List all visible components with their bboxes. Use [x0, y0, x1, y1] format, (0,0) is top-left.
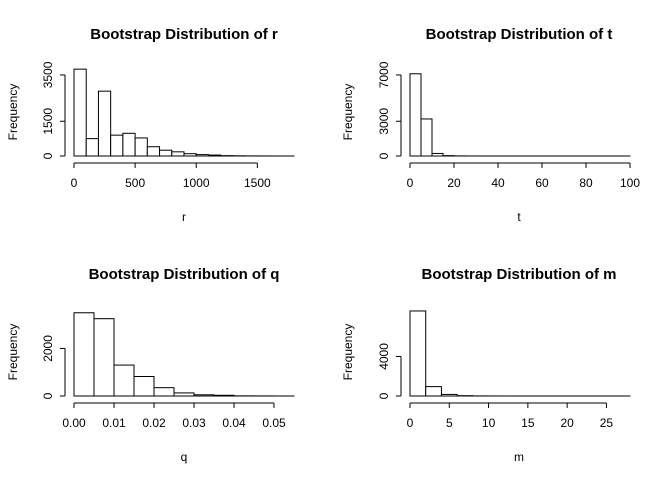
histogram-bar — [173, 392, 195, 397]
x-tick-label: 0.01 — [102, 416, 126, 430]
x-tick-label: 10 — [482, 416, 496, 430]
histogram-bar — [171, 151, 185, 157]
histogram-bar — [73, 68, 87, 157]
histogram-bar — [153, 387, 175, 397]
y-tick-label: 1500 — [41, 108, 55, 135]
x-tick-label: 0.00 — [62, 416, 86, 430]
x-tick-label: 0.02 — [142, 416, 166, 430]
x-tick-label: 20 — [447, 176, 461, 190]
y-tick-label: 0 — [41, 392, 55, 399]
histogram-bar — [420, 118, 433, 157]
bar-group — [409, 310, 631, 397]
x-tick-label: 80 — [579, 176, 593, 190]
x-axis-label: r — [182, 210, 186, 224]
x-tick-label: 60 — [535, 176, 549, 190]
chart-title: Bootstrap Distribution of m — [422, 266, 617, 283]
histogram-bar — [425, 386, 442, 397]
histogram-bar — [431, 152, 444, 157]
histogram-panel-m: Bootstrap Distribution of m m Frequency … — [341, 266, 631, 464]
x-tick-label: 20 — [560, 416, 574, 430]
x-tick-label: 0.03 — [182, 416, 206, 430]
histogram-bar — [73, 312, 95, 397]
x-axis: 0.00 0.01 0.02 0.03 0.04 0.05 — [62, 402, 286, 430]
histogram-bar — [195, 154, 209, 157]
x-tick-label: 0.04 — [222, 416, 246, 430]
x-tick-label: 1000 — [183, 176, 210, 190]
y-tick-label: 0 — [377, 392, 391, 399]
histogram-bar — [93, 318, 115, 397]
histogram-bar — [213, 394, 235, 397]
y-axis-label: Frequency — [341, 84, 355, 141]
x-tick-label: 0 — [71, 176, 78, 190]
y-axis: 0 4000 — [377, 343, 402, 399]
x-axis-label: t — [517, 210, 521, 224]
histogram-bar — [146, 146, 161, 157]
y-axis: 0 2000 — [41, 335, 66, 399]
y-tick-label: 0 — [377, 152, 391, 159]
x-axis-label: m — [514, 450, 524, 464]
x-tick-label: 15 — [521, 416, 535, 430]
histogram-bar — [110, 134, 124, 157]
histogram-bar — [409, 73, 422, 157]
y-axis-label: Frequency — [6, 324, 20, 381]
x-tick-label: 0 — [407, 176, 414, 190]
histogram-bar — [122, 132, 136, 157]
x-axis: 0 20 40 60 80 100 — [407, 162, 640, 190]
histogram-bar — [409, 310, 427, 397]
bar-group — [73, 68, 295, 157]
histogram-bar — [134, 137, 148, 157]
histogram-bar — [207, 154, 222, 157]
chart-title: Bootstrap Distribution of r — [90, 26, 278, 43]
y-tick-label: 3500 — [41, 61, 55, 88]
histogram-bar — [133, 376, 155, 397]
histogram-bar — [85, 138, 99, 157]
x-tick-label: 0.05 — [262, 416, 286, 430]
histogram-panel-t: Bootstrap Distribution of t t Frequency … — [341, 26, 640, 224]
histogram-bar — [113, 364, 135, 397]
y-axis: 0 3000 7000 — [377, 61, 402, 159]
histogram-panel-r: Bootstrap Distribution of r r Frequency … — [6, 26, 295, 224]
x-tick-label: 1500 — [244, 176, 271, 190]
bar-group — [409, 73, 631, 157]
x-axis-label: q — [181, 450, 188, 464]
y-tick-label: 4000 — [377, 343, 391, 370]
x-axis: 0 500 1000 1500 — [71, 162, 271, 190]
histogram-panel-q: Bootstrap Distribution of q q Frequency … — [6, 266, 295, 464]
x-tick-label: 100 — [620, 176, 640, 190]
x-axis: 0 5 10 15 20 25 — [407, 402, 614, 430]
y-axis-label: Frequency — [341, 324, 355, 381]
x-tick-label: 40 — [491, 176, 505, 190]
y-tick-label: 2000 — [41, 335, 55, 362]
x-tick-label: 500 — [125, 176, 145, 190]
histogram-bar — [183, 153, 197, 157]
y-tick-label: 0 — [41, 152, 55, 159]
y-axis: 0 1500 3500 — [41, 61, 66, 159]
chart-title: Bootstrap Distribution of q — [89, 266, 280, 283]
bar-group — [73, 312, 295, 397]
histogram-bar — [440, 393, 458, 397]
y-axis-label: Frequency — [6, 84, 20, 141]
histogram-bar — [97, 90, 112, 157]
histogram-bar — [159, 149, 173, 157]
y-tick-label: 7000 — [377, 61, 391, 88]
chart-title: Bootstrap Distribution of t — [426, 26, 613, 43]
x-tick-label: 0 — [407, 416, 414, 430]
x-tick-label: 5 — [446, 416, 453, 430]
x-tick-label: 25 — [600, 416, 614, 430]
y-tick-label: 3000 — [377, 108, 391, 135]
histogram-bar — [193, 394, 215, 397]
